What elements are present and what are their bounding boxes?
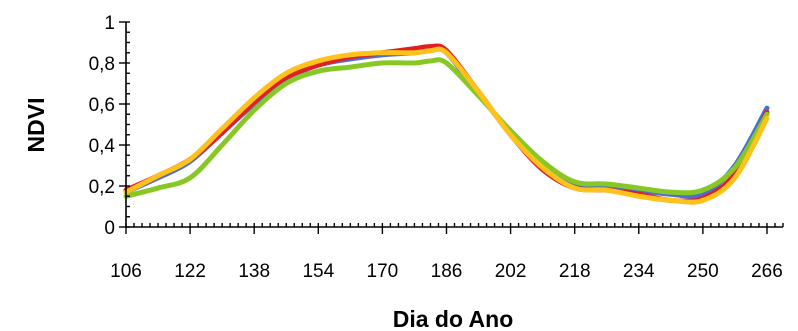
x-tick-label: 154 (302, 261, 334, 282)
x-tick-label: 218 (559, 261, 591, 282)
x-tick-label: 186 (431, 261, 463, 282)
series-line-1 (123, 46, 770, 199)
x-tick-label: 106 (110, 261, 142, 282)
y-tick-label: 0,4 (89, 136, 116, 157)
x-tick-label: 122 (174, 261, 206, 282)
series-line-3 (123, 57, 770, 199)
y-tick-label: 0,6 (89, 95, 115, 116)
x-tick-label: 266 (751, 261, 783, 282)
x-tick-label: 202 (495, 261, 527, 282)
y-tick-label: 0,8 (89, 54, 115, 75)
axis-layer (119, 21, 784, 234)
x-tick-label: 170 (367, 261, 399, 282)
x-tick-label: 234 (623, 261, 655, 282)
y-axis-title: NDVI (23, 98, 49, 153)
y-tick-label: 0,2 (89, 177, 115, 198)
x-tick-label: 250 (687, 261, 719, 282)
y-tick-label: 1 (104, 13, 115, 34)
x-tick-label: 138 (238, 261, 270, 282)
tick-label-layer: 0 0,2 0,4 0,6 0,8 1 106 122 138 154 170 186 202 218 23… (89, 13, 783, 282)
series-line-4 (123, 46, 770, 205)
series-layer (123, 43, 770, 205)
x-axis-title: Dia do Ano (393, 306, 514, 331)
y-tick-label: 0 (104, 218, 115, 239)
series-line-2 (123, 43, 770, 204)
